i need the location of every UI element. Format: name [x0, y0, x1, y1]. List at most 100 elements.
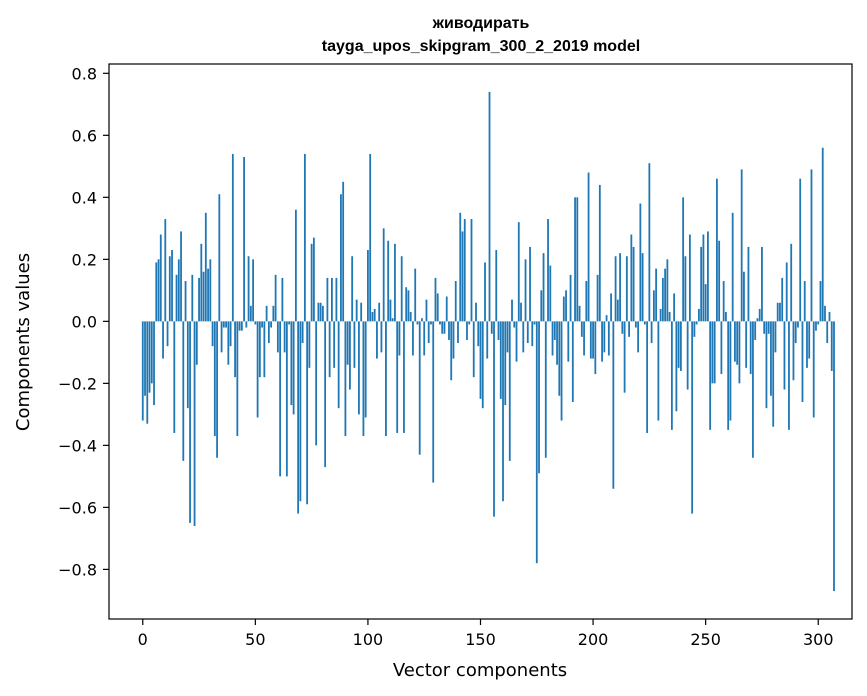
bar-300: [817, 321, 820, 325]
bar-90: [344, 321, 347, 437]
bar-75: [310, 243, 313, 322]
bar-222: [641, 253, 644, 322]
bar-143: [463, 219, 466, 322]
bar-290: [794, 321, 797, 344]
bar-296: [808, 321, 811, 359]
y-tick-label-2: −0.4: [58, 436, 97, 455]
bar-104: [376, 321, 378, 359]
bar-77: [315, 321, 318, 446]
bar-3: [148, 321, 151, 393]
bar-130: [434, 277, 437, 322]
bar-1: [144, 321, 146, 396]
x-tick-label-0: 0: [138, 630, 148, 649]
bar-129: [432, 321, 435, 483]
x-tick-label-3: 150: [465, 630, 496, 649]
bar-30: [209, 259, 212, 322]
bar-126: [425, 299, 428, 322]
bar-50: [254, 321, 257, 325]
bar-157: [495, 250, 498, 322]
bar-202: [596, 274, 599, 322]
bar-211: [616, 299, 619, 322]
bar-142: [461, 231, 464, 322]
bar-301: [819, 281, 822, 322]
bar-276: [763, 321, 766, 334]
y-axis-label: Components values: [13, 253, 34, 431]
bar-256: [718, 240, 721, 322]
bar-59: [274, 274, 277, 322]
bar-72: [303, 153, 306, 322]
bar-73: [306, 321, 309, 505]
bar-20: [186, 321, 189, 409]
bar-234: [668, 312, 671, 322]
x-tick-label-4: 200: [578, 630, 609, 649]
bar-193: [576, 197, 579, 322]
bar-166: [515, 321, 518, 362]
bar-118: [407, 290, 410, 322]
bar-289: [792, 321, 795, 381]
bar-282: [776, 302, 779, 322]
bar-213: [621, 321, 624, 334]
bar-4: [150, 321, 153, 384]
x-axis-label: Vector components: [393, 660, 567, 681]
bar-21: [189, 321, 191, 523]
bar-44: [240, 321, 243, 331]
bar-280: [772, 321, 775, 427]
bar-155: [490, 321, 493, 334]
bar-242: [686, 321, 689, 390]
bar-205: [603, 321, 606, 353]
bar-176: [538, 321, 540, 474]
bar-13: [171, 250, 173, 322]
bar-134: [443, 321, 446, 334]
bar-260: [727, 321, 730, 430]
bar-158: [497, 321, 500, 340]
bar-269: [747, 246, 750, 322]
y-tick-label-1: −0.6: [58, 498, 97, 517]
chart-title: живодирать: [432, 15, 530, 32]
bar-215: [625, 256, 628, 322]
bar-53: [261, 321, 263, 328]
bar-62: [281, 277, 284, 322]
bar-84: [331, 277, 333, 322]
bar-217: [630, 234, 633, 322]
bar-145: [468, 321, 471, 325]
bar-128: [430, 321, 432, 325]
y-tick-label-5: 0.2: [72, 250, 97, 269]
bar-218: [632, 246, 635, 322]
bar-212: [619, 253, 621, 322]
bar-133: [441, 321, 444, 334]
bar-103: [373, 308, 376, 322]
chart-subtitle: tayga_upos_skipgram_300_2_2019 model: [322, 38, 640, 55]
bar-24: [195, 321, 198, 365]
bar-48: [249, 305, 252, 322]
bar-247: [698, 308, 700, 322]
bar-233: [666, 259, 669, 322]
bar-237: [675, 321, 678, 412]
bar-38: [227, 321, 230, 365]
y-tick-label-3: −0.2: [58, 374, 97, 393]
bar-146: [470, 219, 473, 322]
bar-15: [175, 274, 178, 322]
bar-31: [211, 321, 214, 347]
bar-86: [335, 277, 338, 322]
bar-184: [556, 321, 558, 365]
bar-18: [182, 321, 185, 461]
bar-63: [283, 321, 286, 353]
bar-224: [646, 321, 649, 433]
bar-209: [612, 321, 615, 489]
bar-200: [592, 321, 594, 359]
bar-109: [387, 240, 390, 322]
bar-268: [745, 321, 748, 368]
bar-204: [601, 321, 603, 362]
bar-180: [547, 219, 549, 322]
bar-261: [729, 321, 732, 421]
bar-249: [702, 234, 705, 322]
y-tick-label-4: 0.0: [72, 312, 97, 331]
bar-162: [506, 321, 509, 353]
bar-244: [691, 321, 694, 514]
bar-188: [565, 290, 567, 322]
bar-153: [486, 321, 489, 359]
bar-0: [141, 321, 144, 421]
bar-159: [499, 321, 502, 399]
bar-254: [713, 321, 716, 384]
bar-112: [394, 243, 396, 322]
